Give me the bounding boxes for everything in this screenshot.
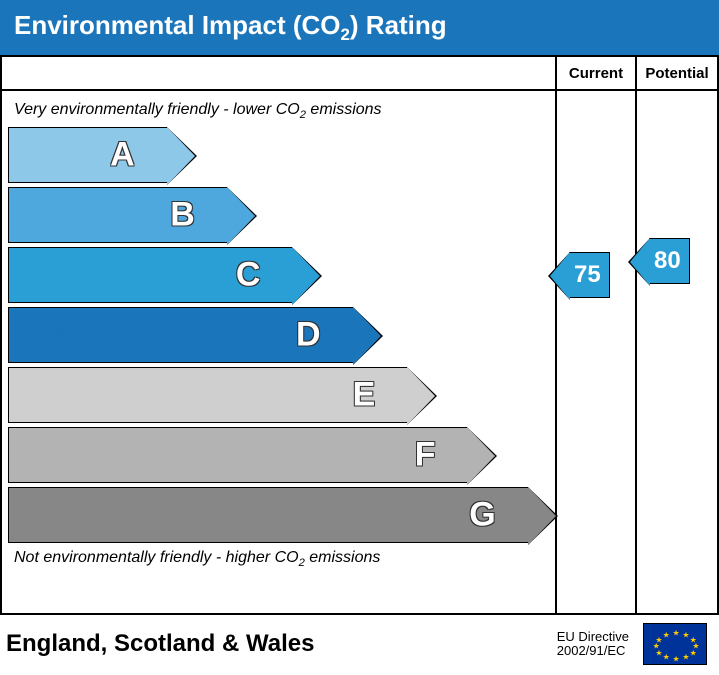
band-C: (69-80) C <box>8 247 292 303</box>
flag-star: ★ <box>682 653 687 658</box>
hint-bottom: Not environmentally friendly - higher CO… <box>2 545 555 573</box>
band-range-A: (92+) <box>9 146 55 164</box>
current-column: Current 75 <box>557 57 637 613</box>
current-value: 75 <box>574 261 601 289</box>
potential-body: 80 <box>637 91 717 613</box>
band-letter-E: E <box>353 376 376 415</box>
band-range-F: (21-38) <box>9 446 69 464</box>
band-letter-G: G <box>469 496 495 535</box>
band-letter-A: A <box>110 136 135 175</box>
flag-star: ★ <box>690 635 695 640</box>
band-D: (55-68) D <box>8 307 353 363</box>
flag-star: ★ <box>682 631 687 636</box>
chart-column: Very environmentally friendly - lower CO… <box>2 57 557 613</box>
current-header: Current <box>557 57 635 91</box>
band-row-E: (39-54) E <box>2 365 555 425</box>
directive-line1: EU Directive <box>557 629 629 644</box>
band-range-D: (55-68) <box>9 326 69 344</box>
band-A: (92+) A <box>8 127 167 183</box>
footer: England, Scotland & Wales EU Directive 2… <box>0 615 719 665</box>
band-row-C: (69-80) C <box>2 245 555 305</box>
current-tag: 75 <box>569 252 610 298</box>
footer-directive: EU Directive 2002/91/EC <box>557 630 629 659</box>
band-letter-F: F <box>415 436 436 475</box>
band-F: (21-38) F <box>8 427 467 483</box>
band-row-G: (1-20) G <box>2 485 555 545</box>
band-letter-D: D <box>296 316 321 355</box>
band-range-G: (1-20) <box>9 506 60 524</box>
chart-body: Very environmentally friendly - lower CO… <box>2 91 555 613</box>
band-range-E: (39-54) <box>9 386 69 404</box>
chart-panel: Very environmentally friendly - lower CO… <box>0 55 719 615</box>
band-range-C: (69-80) <box>9 266 69 284</box>
current-body: 75 <box>557 91 635 613</box>
flag-star: ★ <box>692 642 697 647</box>
eu-flag-icon: ★★★★★★★★★★★★ <box>643 623 707 665</box>
band-row-A: (92+) A <box>2 125 555 185</box>
band-row-F: (21-38) F <box>2 425 555 485</box>
potential-column: Potential 80 <box>637 57 717 613</box>
flag-star: ★ <box>673 629 678 634</box>
potential-value: 80 <box>654 247 681 275</box>
band-letter-C: C <box>236 256 261 295</box>
flag-star: ★ <box>663 631 668 636</box>
band-G: (1-20) G <box>8 487 528 543</box>
potential-tag: 80 <box>649 238 690 284</box>
chart-header-empty <box>2 57 555 91</box>
flag-star: ★ <box>690 648 695 653</box>
footer-region: England, Scotland & Wales <box>6 630 314 658</box>
band-E: (39-54) E <box>8 367 407 423</box>
directive-line2: 2002/91/EC <box>557 643 626 658</box>
title-bar: Environmental Impact (CO2) Rating <box>0 0 719 55</box>
band-range-B: (81-91) <box>9 206 69 224</box>
title-suffix: ) Rating <box>350 10 447 40</box>
flag-star: ★ <box>655 635 660 640</box>
band-B: (81-91) B <box>8 187 227 243</box>
title-prefix: Environmental Impact (CO <box>14 10 341 40</box>
title-sub: 2 <box>341 25 350 44</box>
band-row-B: (81-91) B <box>2 185 555 245</box>
bands-container: (92+) A (81-91) B (69-80) C (55-68) D (39-54) E (2… <box>2 125 555 545</box>
potential-header: Potential <box>637 57 717 91</box>
band-letter-B: B <box>170 196 195 235</box>
hint-top: Very environmentally friendly - lower CO… <box>2 97 555 125</box>
flag-star: ★ <box>673 654 678 659</box>
flag-star: ★ <box>663 653 668 658</box>
footer-right: EU Directive 2002/91/EC ★★★★★★★★★★★★ <box>557 623 707 665</box>
band-row-D: (55-68) D <box>2 305 555 365</box>
